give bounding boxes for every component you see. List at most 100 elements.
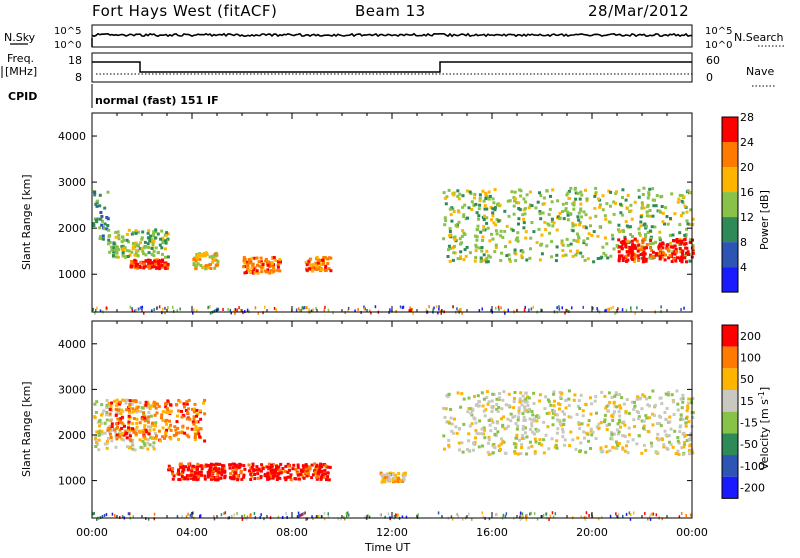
echo-cell bbox=[199, 470, 203, 474]
echo-cell bbox=[509, 412, 513, 416]
echo-cell bbox=[681, 249, 685, 253]
echo-cell bbox=[277, 465, 281, 469]
echo-cell bbox=[134, 264, 138, 268]
echo-cell bbox=[620, 245, 624, 249]
echo-cell bbox=[161, 236, 165, 240]
echo-cell bbox=[152, 230, 156, 234]
echo-cell bbox=[578, 220, 582, 224]
echo-cell bbox=[100, 413, 103, 417]
echo-cell bbox=[266, 477, 270, 481]
echo-cell bbox=[691, 223, 695, 226]
echo-cell bbox=[626, 193, 630, 197]
echo-cell bbox=[188, 417, 192, 421]
ground-scatter-cell bbox=[551, 511, 554, 515]
echo-cell bbox=[148, 443, 152, 447]
echo-cell bbox=[462, 231, 466, 235]
echo-cell bbox=[494, 223, 498, 227]
echo-cell bbox=[650, 444, 654, 448]
echo-cell bbox=[560, 392, 564, 396]
echo-cell bbox=[480, 432, 484, 436]
echo-cell bbox=[279, 462, 283, 466]
echo-cell bbox=[580, 193, 584, 197]
echo-cell bbox=[481, 235, 485, 239]
echo-cell bbox=[161, 259, 165, 263]
echo-cell bbox=[141, 249, 145, 253]
echo-cell bbox=[128, 253, 132, 257]
echo-cell bbox=[644, 257, 648, 261]
echo-cell bbox=[142, 265, 146, 269]
echo-cell bbox=[641, 193, 645, 196]
ground-scatter-cell bbox=[606, 308, 609, 311]
echo-cell bbox=[676, 200, 680, 204]
echo-cell bbox=[446, 420, 450, 424]
echo-cell bbox=[136, 405, 140, 409]
echo-cell bbox=[614, 201, 617, 205]
echo-cell bbox=[138, 401, 142, 405]
echo-cell bbox=[447, 188, 451, 192]
ground-scatter-cell bbox=[257, 311, 260, 315]
echo-cell bbox=[131, 245, 135, 249]
velocity-cbar-label: Velocity [m s-1] bbox=[757, 387, 771, 470]
echo-cell bbox=[442, 434, 446, 438]
echo-cell bbox=[590, 402, 594, 406]
echo-cell bbox=[567, 189, 571, 193]
echo-cell bbox=[537, 227, 541, 231]
ground-scatter-cell bbox=[298, 307, 300, 311]
echo-cell bbox=[152, 232, 155, 236]
echo-cell bbox=[177, 409, 181, 413]
echo-cell bbox=[452, 244, 456, 248]
ground-scatter-cell bbox=[649, 513, 652, 517]
ground-scatter-cell bbox=[199, 514, 201, 518]
echo-cell bbox=[455, 431, 459, 435]
echo-cell bbox=[603, 420, 606, 424]
ground-scatter-cell bbox=[625, 308, 628, 312]
echo-cell bbox=[308, 467, 312, 471]
echo-cell bbox=[461, 229, 465, 233]
echo-cell bbox=[179, 465, 183, 469]
echo-cell bbox=[660, 402, 664, 406]
echo-cell bbox=[575, 412, 579, 416]
echo-cell bbox=[557, 402, 560, 406]
echo-cell bbox=[451, 192, 455, 196]
echo-cell bbox=[179, 462, 183, 466]
echo-cell bbox=[148, 259, 152, 262]
echo-cell bbox=[566, 244, 570, 247]
echo-cell bbox=[136, 243, 140, 247]
ground-scatter-cell bbox=[111, 512, 114, 516]
echo-cell bbox=[147, 229, 151, 233]
echo-cell bbox=[445, 394, 449, 398]
echo-cell bbox=[567, 415, 571, 419]
echo-cell bbox=[196, 253, 200, 257]
echo-cell bbox=[447, 392, 451, 396]
echo-cell bbox=[626, 440, 630, 444]
echo-cell bbox=[296, 473, 300, 477]
echo-cell bbox=[401, 480, 404, 483]
echo-cell bbox=[100, 215, 104, 218]
echo-cell bbox=[644, 259, 648, 263]
echo-cell bbox=[613, 404, 617, 408]
ground-scatter-cell bbox=[222, 308, 224, 311]
echo-cell bbox=[648, 214, 652, 218]
ground-scatter-cell bbox=[498, 307, 500, 311]
echo-cell bbox=[158, 260, 162, 263]
echo-cell bbox=[143, 240, 147, 244]
ground-scatter-cell bbox=[655, 513, 658, 517]
echo-cell bbox=[641, 260, 645, 264]
echo-cell bbox=[651, 214, 655, 218]
echo-cell bbox=[136, 230, 140, 234]
echo-cell bbox=[166, 409, 170, 413]
echo-cell bbox=[156, 250, 160, 254]
echo-cell bbox=[159, 266, 163, 270]
echo-cell bbox=[486, 196, 490, 200]
ground-scatter-cell bbox=[525, 515, 528, 519]
echo-cell bbox=[513, 397, 516, 400]
echo-cell bbox=[482, 426, 486, 430]
ground-scatter-cell bbox=[405, 515, 408, 519]
colorbar-segment bbox=[722, 368, 738, 391]
echo-cell bbox=[565, 201, 568, 205]
echo-cell bbox=[577, 236, 581, 240]
echo-cell bbox=[547, 213, 551, 216]
colorbar-segment bbox=[722, 455, 738, 477]
echo-cell bbox=[317, 259, 321, 262]
echo-cell bbox=[97, 431, 100, 434]
